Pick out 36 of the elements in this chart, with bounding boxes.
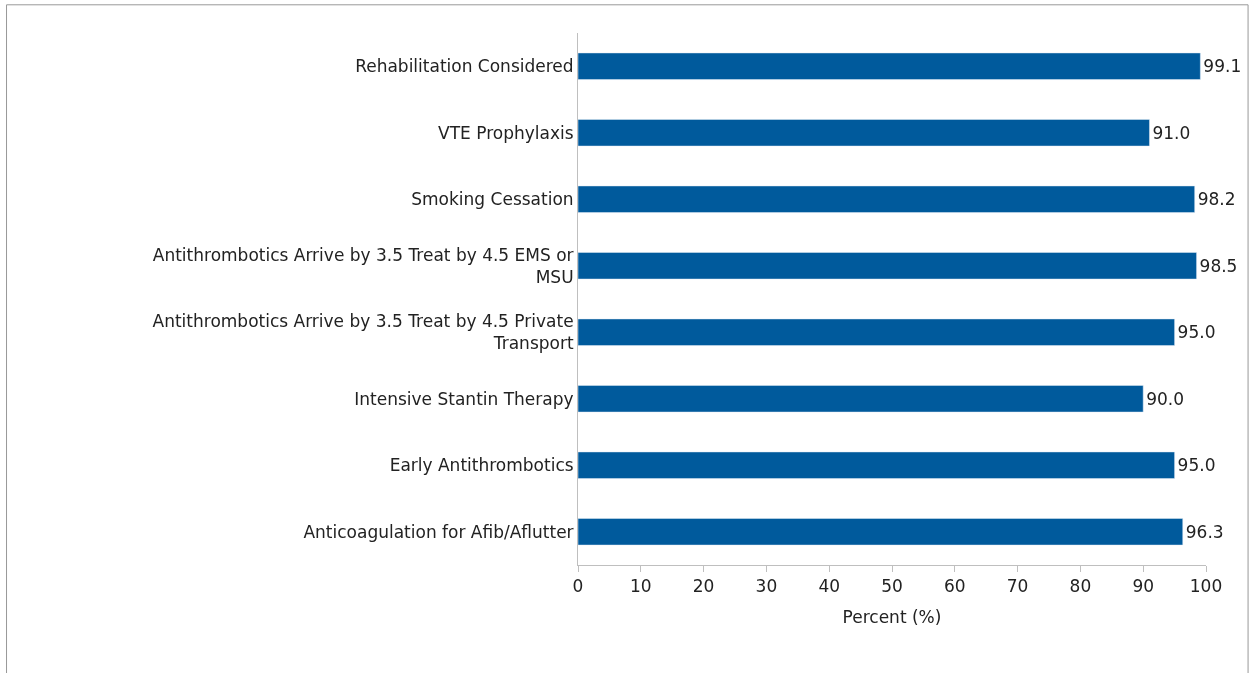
bar (578, 52, 1201, 80)
bar (578, 252, 1197, 280)
x-tick-label: 10 (629, 576, 652, 597)
x-tick-label: 40 (818, 576, 841, 597)
x-tick-label: 100 (1189, 576, 1223, 597)
y-tick-label: Intensive Stantin Therapy (354, 388, 574, 409)
y-tick-label: Anticoagulation for Afib/Aflutter (303, 521, 574, 542)
data-label: 98.5 (1199, 255, 1238, 276)
x-tick-label: 90 (1132, 576, 1155, 597)
x-axis-title: Percent (%) (842, 606, 942, 627)
data-label: 90.0 (1146, 388, 1185, 409)
y-tick-label: Smoking Cessation (411, 189, 574, 210)
x-tick-label: 60 (943, 576, 966, 597)
x-tick-label: 20 (692, 576, 715, 597)
data-label: 98.2 (1197, 189, 1236, 210)
y-tick-label: Antithrombotics Arrive by 3.5 Treat by 4.5 Private Transport (152, 311, 574, 354)
bar (578, 518, 1184, 546)
y-tick-label: Rehabilitation Considered (355, 56, 574, 77)
bar (578, 185, 1195, 213)
x-tick-label: 0 (572, 576, 584, 597)
data-label: 99.1 (1203, 56, 1242, 77)
data-label: 91.0 (1152, 122, 1191, 143)
y-tick-label: VTE Prophylaxis (438, 122, 574, 143)
data-label: 95.0 (1177, 455, 1216, 476)
data-label: 96.3 (1185, 521, 1224, 542)
x-tick-label: 80 (1069, 576, 1092, 597)
x-tick-label: 30 (755, 576, 778, 597)
bar (578, 385, 1144, 413)
x-tick-label: 70 (1006, 576, 1029, 597)
bar (578, 318, 1175, 346)
bar (578, 451, 1175, 479)
x-tick-label: 50 (881, 576, 903, 597)
bar (578, 119, 1150, 147)
y-tick-label: Early Antithrombotics (389, 455, 574, 476)
y-tick-label: Antithrombotics Arrive by 3.5 Treat by 4.5 EMS or MSU (152, 244, 574, 287)
data-label: 95.0 (1177, 322, 1216, 343)
